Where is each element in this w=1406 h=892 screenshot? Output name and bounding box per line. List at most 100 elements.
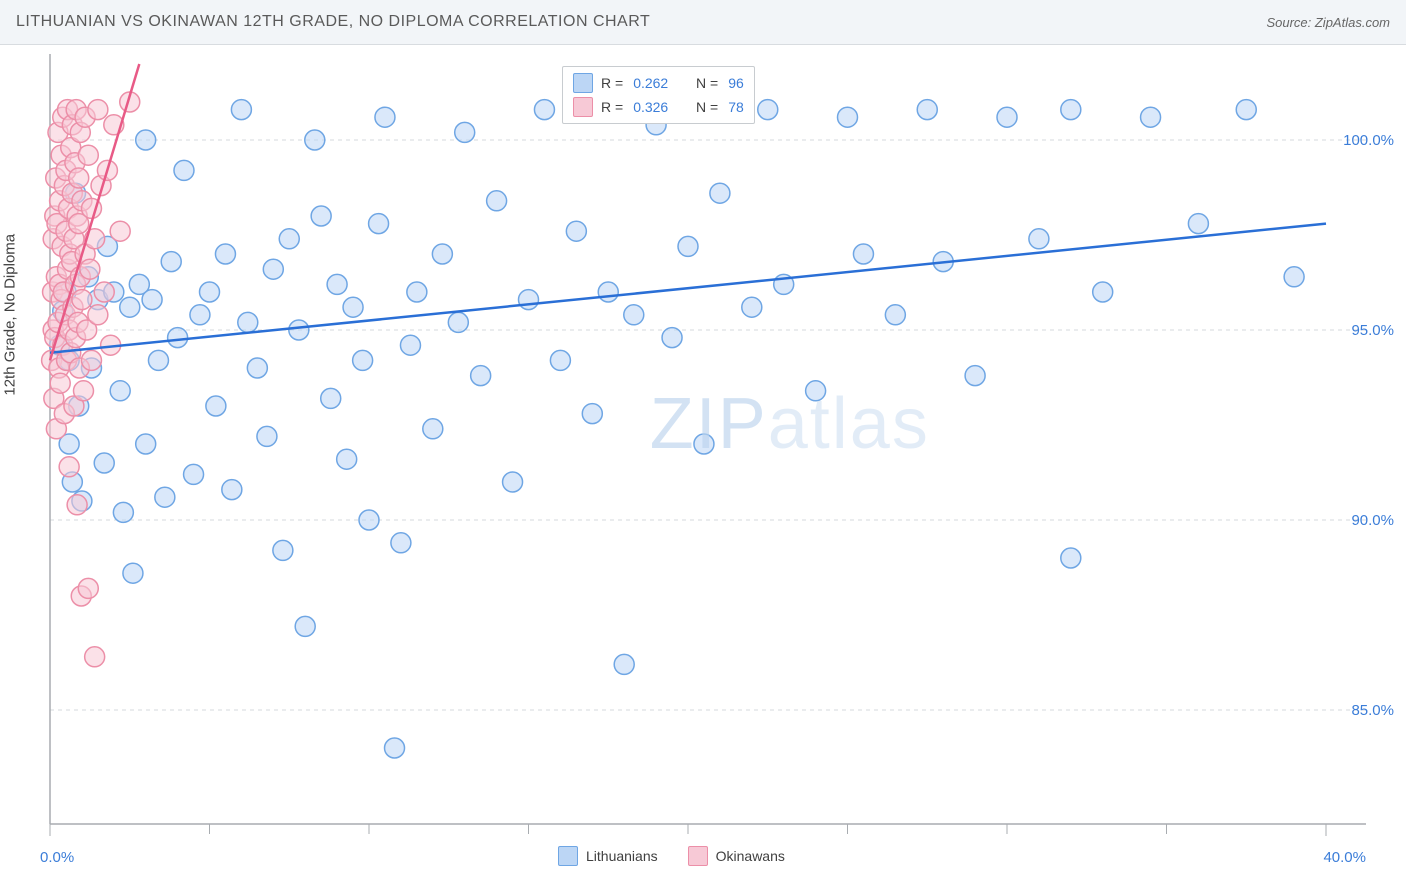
chart-title: LITHUANIAN VS OKINAWAN 12TH GRADE, NO DI… [16,13,650,31]
data-point [678,236,698,256]
data-point [247,358,267,378]
data-point [289,320,309,340]
data-point [305,130,325,150]
data-point [1061,100,1081,120]
data-point [566,221,586,241]
data-point [123,563,143,583]
data-point [997,107,1017,127]
legend-swatch [573,73,593,93]
title-bar: LITHUANIAN VS OKINAWAN 12TH GRADE, NO DI… [0,0,1406,45]
data-point [353,350,373,370]
data-point [432,244,452,264]
legend-r-label: R = [601,99,623,115]
data-point [206,396,226,416]
series-legend: Lithuanians Okinawans [558,846,785,866]
data-point [69,168,89,188]
data-point [423,419,443,439]
legend-swatch [573,97,593,117]
data-point [838,107,858,127]
data-point [337,449,357,469]
svg-text:85.0%: 85.0% [1351,702,1394,719]
svg-text:0.0%: 0.0% [40,849,74,866]
data-point [67,495,87,515]
data-point [582,404,602,424]
data-point [806,381,826,401]
data-point [78,578,98,598]
data-point [174,160,194,180]
legend-swatch [558,846,578,866]
data-point [1141,107,1161,127]
data-point [80,259,100,279]
data-point [487,191,507,211]
data-point [327,274,347,294]
scatter-chart: 85.0%90.0%95.0%100.0%0.0%40.0% [0,44,1406,892]
data-point [742,297,762,317]
data-point [1093,282,1113,302]
data-point [168,328,188,348]
legend-swatch [688,846,708,866]
data-point [81,350,101,370]
data-point [120,297,140,317]
data-point [94,453,114,473]
data-point [148,350,168,370]
series-legend-label: Lithuanians [586,848,658,864]
data-point [385,738,405,758]
data-point [73,381,93,401]
data-point [113,502,133,522]
data-point [88,305,108,325]
data-point [534,100,554,120]
legend-n-label: N = [696,99,718,115]
data-point [231,100,251,120]
legend-r-label: R = [601,75,623,91]
data-point [263,259,283,279]
stats-legend-row: R =0.326 N =78 [573,95,744,119]
data-point [155,487,175,507]
data-point [94,282,114,302]
data-point [965,366,985,386]
data-point [1284,267,1304,287]
data-point [1188,214,1208,234]
data-point [59,457,79,477]
data-point [503,472,523,492]
svg-text:100.0%: 100.0% [1343,132,1394,149]
data-point [142,290,162,310]
data-point [369,214,389,234]
data-point [78,145,98,165]
data-point [1029,229,1049,249]
data-point [694,434,714,454]
data-point [110,381,130,401]
data-point [222,480,242,500]
series-legend-label: Okinawans [716,848,785,864]
data-point [455,122,475,142]
series-legend-item: Okinawans [688,846,785,866]
data-point [662,328,682,348]
data-point [273,540,293,560]
data-point [72,290,92,310]
data-point [295,616,315,636]
data-point [917,100,937,120]
chart-container: LITHUANIAN VS OKINAWAN 12TH GRADE, NO DI… [0,0,1406,892]
data-point [321,388,341,408]
data-point [359,510,379,530]
data-point [279,229,299,249]
data-point [400,335,420,355]
data-point [614,654,634,674]
data-point [710,183,730,203]
legend-n-label: N = [696,75,718,91]
data-point [85,647,105,667]
data-point [448,312,468,332]
data-point [88,100,108,120]
legend-r-value: 0.326 [633,99,668,115]
data-point [519,290,539,310]
svg-text:90.0%: 90.0% [1351,512,1394,529]
data-point [1061,548,1081,568]
data-point [238,312,258,332]
stats-legend: R =0.262 N =96R =0.326 N =78 [562,66,755,124]
data-point [215,244,235,264]
legend-r-value: 0.262 [633,75,668,91]
data-point [50,373,70,393]
data-point [161,252,181,272]
data-point [391,533,411,553]
data-point [343,297,363,317]
data-point [471,366,491,386]
